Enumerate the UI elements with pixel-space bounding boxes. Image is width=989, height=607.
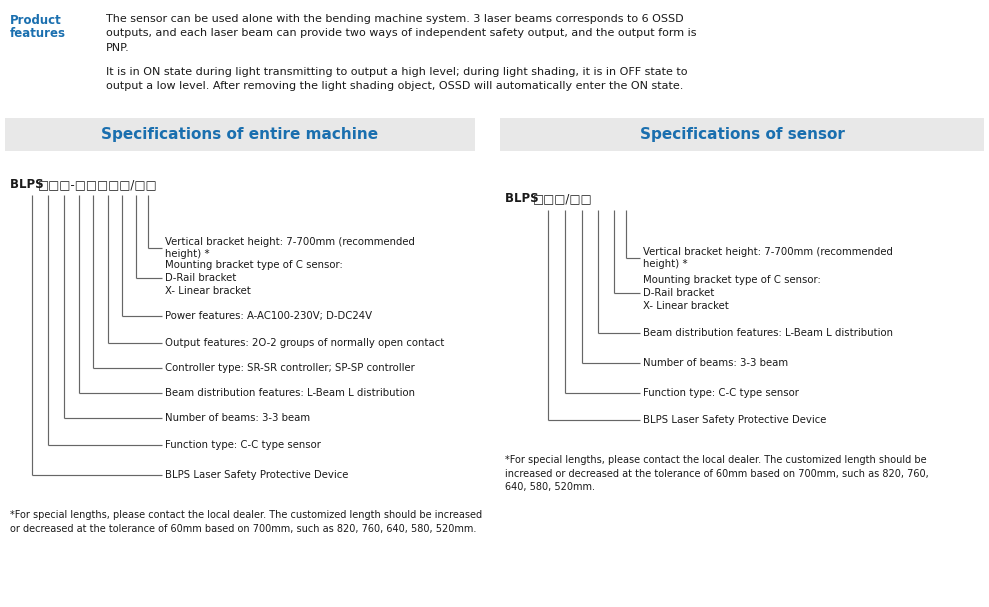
FancyBboxPatch shape <box>5 118 475 151</box>
Text: BLPS Laser Safety Protective Device: BLPS Laser Safety Protective Device <box>165 470 348 480</box>
Text: Output features: 2O-2 groups of normally open contact: Output features: 2O-2 groups of normally… <box>165 338 444 348</box>
Text: Number of beams: 3-3 beam: Number of beams: 3-3 beam <box>165 413 311 423</box>
Text: It is in ON state during light transmitting to output a high level; during light: It is in ON state during light transmitt… <box>106 67 687 92</box>
Text: Power features: A-AC100-230V; D-DC24V: Power features: A-AC100-230V; D-DC24V <box>165 311 372 321</box>
Text: Beam distribution features: L-Beam L distribution: Beam distribution features: L-Beam L dis… <box>643 328 893 338</box>
Text: Controller type: SR-SR controller; SP-SP controller: Controller type: SR-SR controller; SP-SP… <box>165 363 414 373</box>
Text: BLPS: BLPS <box>10 178 47 191</box>
Text: Vertical bracket height: 7-700mm (recommended
height) *: Vertical bracket height: 7-700mm (recomm… <box>165 237 414 259</box>
Text: Product: Product <box>10 14 61 27</box>
Text: *For special lengths, please contact the local dealer. The customized length sho: *For special lengths, please contact the… <box>505 455 929 492</box>
Text: Specifications of sensor: Specifications of sensor <box>640 126 845 141</box>
Text: *For special lengths, please contact the local dealer. The customized length sho: *For special lengths, please contact the… <box>10 510 482 534</box>
Text: Mounting bracket type of C sensor:
D-Rail bracket
X- Linear bracket: Mounting bracket type of C sensor: D-Rai… <box>165 260 343 296</box>
Text: The sensor can be used alone with the bending machine system. 3 laser beams corr: The sensor can be used alone with the be… <box>106 14 696 53</box>
Text: BLPS Laser Safety Protective Device: BLPS Laser Safety Protective Device <box>643 415 827 425</box>
Text: Specifications of entire machine: Specifications of entire machine <box>102 126 379 141</box>
Text: Number of beams: 3-3 beam: Number of beams: 3-3 beam <box>643 358 788 368</box>
Text: Function type: C-C type sensor: Function type: C-C type sensor <box>643 388 799 398</box>
Text: features: features <box>10 27 66 40</box>
Text: Function type: C-C type sensor: Function type: C-C type sensor <box>165 440 320 450</box>
Text: BLPS: BLPS <box>505 192 543 205</box>
FancyBboxPatch shape <box>500 118 984 151</box>
Text: Vertical bracket height: 7-700mm (recommended
height) *: Vertical bracket height: 7-700mm (recomm… <box>643 246 893 270</box>
Text: □□□/□□: □□□/□□ <box>533 192 592 205</box>
Text: □□□-□□□□□/□□: □□□-□□□□□/□□ <box>38 178 157 191</box>
Text: Beam distribution features: L-Beam L distribution: Beam distribution features: L-Beam L dis… <box>165 388 415 398</box>
Text: Mounting bracket type of C sensor:
D-Rail bracket
X- Linear bracket: Mounting bracket type of C sensor: D-Rai… <box>643 275 821 311</box>
